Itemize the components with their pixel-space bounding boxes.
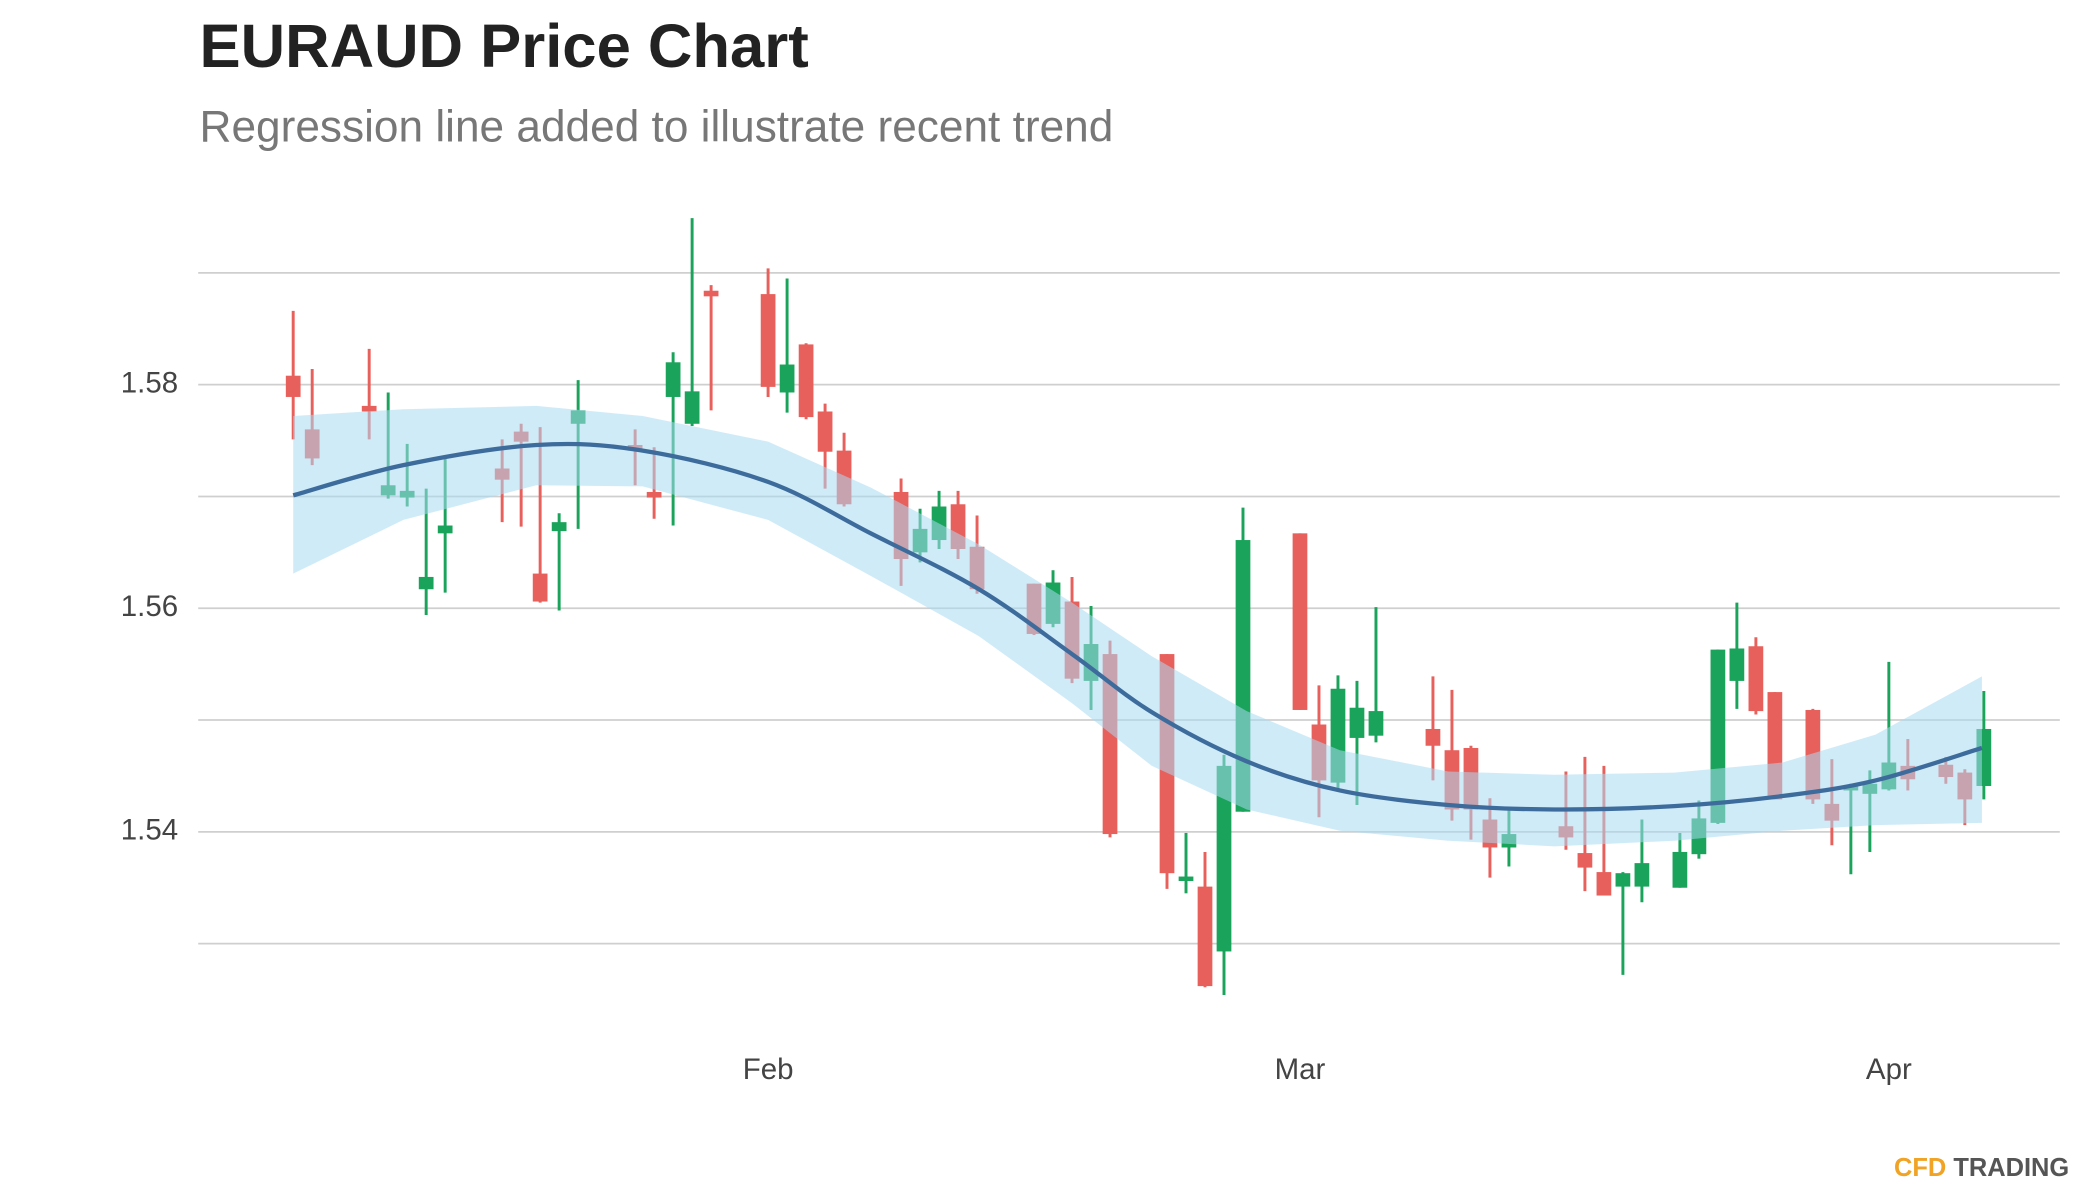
candle bbox=[684, 218, 700, 427]
candle bbox=[703, 285, 719, 411]
candle-body bbox=[1178, 876, 1194, 882]
candle-body bbox=[1672, 851, 1688, 888]
y-tick-label: 1.56 bbox=[121, 590, 178, 623]
candle-body bbox=[665, 362, 681, 397]
candle-body bbox=[817, 411, 833, 452]
candle bbox=[1729, 602, 1745, 709]
y-tick-label: 1.54 bbox=[121, 814, 178, 847]
candle bbox=[760, 268, 776, 397]
candle-body bbox=[1748, 646, 1764, 712]
candle-body bbox=[551, 522, 567, 532]
candle-body bbox=[646, 491, 662, 498]
candle-body bbox=[703, 290, 719, 297]
brand: CFD TRADING bbox=[1894, 1154, 2069, 1182]
regression-line bbox=[292, 441, 1983, 812]
candle bbox=[1672, 832, 1688, 888]
confidence-band bbox=[293, 405, 1982, 847]
candle-body bbox=[285, 375, 301, 397]
candle-body bbox=[760, 294, 776, 387]
candle-body bbox=[1292, 533, 1308, 710]
candle bbox=[798, 343, 814, 420]
x-tick-label: Mar bbox=[1275, 1053, 1326, 1086]
candle-body bbox=[1577, 853, 1593, 868]
chart-subtitle: Regression line added to illustrate rece… bbox=[200, 103, 1114, 152]
candle bbox=[1615, 872, 1631, 975]
candle-body bbox=[532, 573, 548, 602]
candle-body bbox=[1729, 648, 1745, 681]
candle bbox=[1368, 607, 1384, 743]
candle-body bbox=[798, 344, 814, 418]
candle bbox=[1425, 676, 1441, 781]
candle-body bbox=[1615, 873, 1631, 887]
candle-body bbox=[1216, 765, 1232, 952]
candle-body bbox=[1425, 728, 1441, 746]
candle-body bbox=[418, 576, 434, 590]
x-tick-label: Feb bbox=[743, 1053, 794, 1086]
brand-part: CFD bbox=[1894, 1154, 1946, 1182]
candle bbox=[551, 513, 567, 611]
candle bbox=[1197, 851, 1213, 988]
brand-part: TRADING bbox=[1953, 1154, 2069, 1182]
candle bbox=[1292, 533, 1308, 710]
candle bbox=[1178, 832, 1194, 894]
candle-body bbox=[1197, 886, 1213, 987]
candle-body bbox=[1634, 863, 1650, 887]
candle bbox=[1748, 637, 1764, 715]
x-tick-label: Apr bbox=[1866, 1053, 1912, 1086]
y-tick-label: 1.58 bbox=[121, 366, 178, 399]
candle-body bbox=[684, 391, 700, 424]
candle-body bbox=[361, 405, 377, 412]
candle-body bbox=[1349, 707, 1365, 738]
candle-body bbox=[779, 364, 795, 393]
candle bbox=[779, 278, 795, 413]
candle-body bbox=[1596, 872, 1612, 896]
chart-title: EURAUD Price Chart bbox=[200, 12, 809, 81]
candle-body bbox=[437, 525, 453, 534]
candle-body bbox=[1368, 711, 1384, 736]
